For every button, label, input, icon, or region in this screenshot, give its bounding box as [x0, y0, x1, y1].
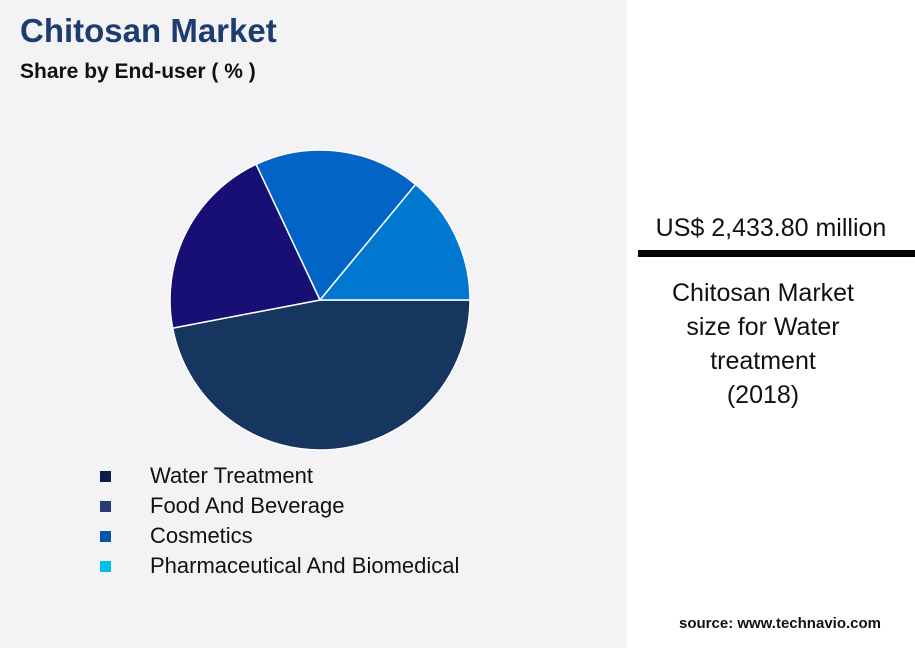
chart-title: Chitosan Market	[20, 12, 277, 49]
legend-item: Water Treatment	[100, 461, 459, 491]
legend-swatch	[100, 470, 111, 482]
pie-slice-pharmaceutical-and-biomedical	[318, 183, 471, 301]
pie-chart	[169, 149, 471, 451]
legend-swatch	[100, 530, 111, 542]
pie-slice-water-treatment	[171, 299, 471, 451]
market-size-value: US$ 2,433.80 million	[655, 214, 887, 242]
chart-subtitle: Share by End-user ( % )	[20, 60, 256, 83]
legend-label: Pharmaceutical And Biomedical	[150, 553, 460, 578]
caption-line: size for Water	[686, 313, 840, 341]
caption-line: Chitosan Market	[671, 279, 855, 307]
legend-label: Cosmetics	[150, 523, 253, 548]
legend-item: Cosmetics	[100, 521, 459, 551]
legend-swatch	[100, 560, 111, 572]
caption-line: treatment	[710, 347, 816, 375]
divider	[638, 250, 915, 257]
legend-item: Food And Beverage	[100, 491, 459, 521]
pie-slice-food-and-beverage	[169, 163, 322, 329]
legend-swatch	[100, 500, 111, 512]
highlight-panel: US$ 2,433.80 million Chitosan Market siz…	[627, 0, 915, 648]
legend-label: Water Treatment	[150, 463, 314, 488]
pie-slice-cosmetics	[255, 149, 417, 302]
market-size-caption: Chitosan Market size for Water treatment…	[627, 276, 899, 412]
caption-line: (2018)	[726, 381, 800, 409]
legend-item: Pharmaceutical And Biomedical	[100, 551, 459, 581]
source-note: source: www.technavio.com	[679, 615, 881, 632]
legend-label: Food And Beverage	[150, 493, 345, 518]
legend: Water Treatment Food And Beverage Cosmet…	[100, 461, 459, 581]
